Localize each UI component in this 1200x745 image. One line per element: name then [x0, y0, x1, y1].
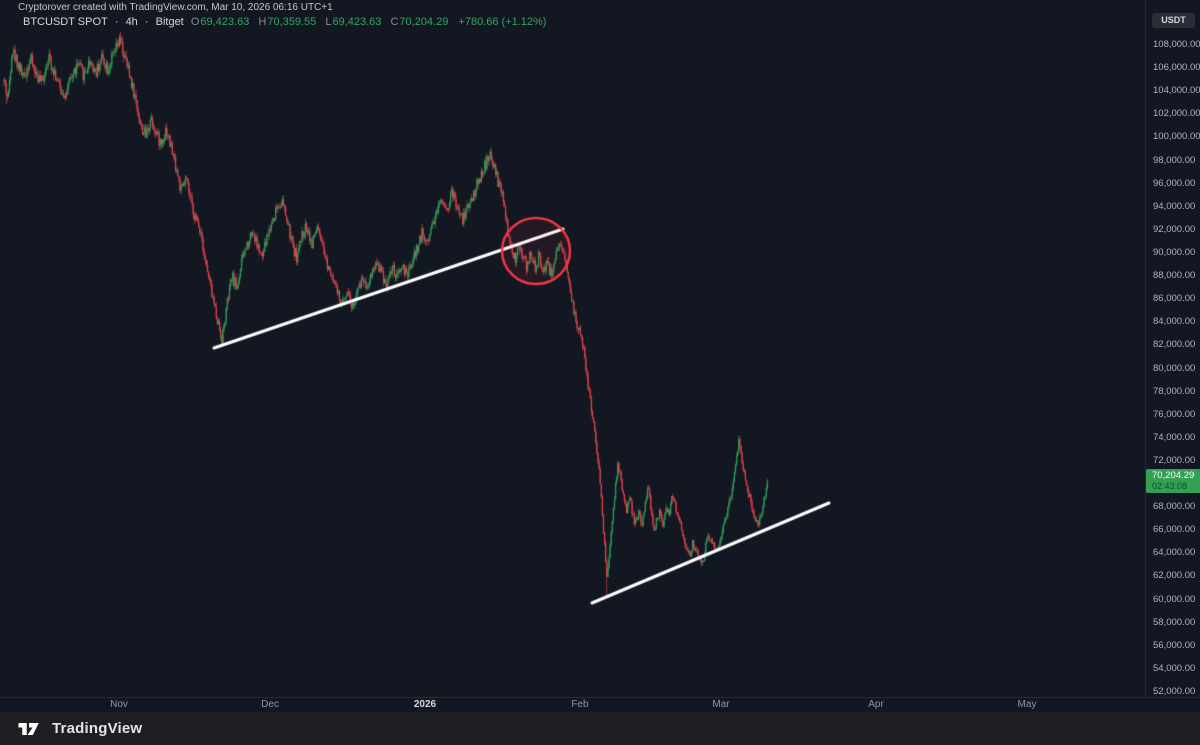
chart-plot-area[interactable]: Cryptorover created with TradingView.com… — [0, 0, 1145, 697]
open-value: 69,423.63 — [200, 16, 250, 28]
low-label: L — [325, 16, 332, 28]
price-axis-label: 100,000.00 — [1153, 131, 1200, 143]
close-label: C — [390, 16, 399, 28]
tradingview-logo[interactable]: TradingView — [17, 720, 142, 737]
symbol-name: BTCUSDT SPOT — [23, 16, 108, 28]
price-axis-label: 96,000.00 — [1153, 177, 1196, 189]
time-axis-label: Feb — [571, 699, 589, 710]
price-axis-label: 108,000.00 — [1153, 39, 1200, 50]
price-axis-label: 78,000.00 — [1153, 385, 1196, 397]
price-axis-label: 76,000.00 — [1153, 408, 1196, 420]
legend-separator: · — [114, 16, 119, 28]
price-axis-label: 82,000.00 — [1153, 339, 1196, 351]
price-axis-label: 60,000.00 — [1153, 593, 1196, 605]
price-axis-label: 68,000.00 — [1153, 501, 1196, 513]
price-axis-label: 98,000.00 — [1153, 154, 1196, 166]
time-axis-label: Apr — [868, 699, 884, 710]
time-axis-label: May — [1017, 699, 1037, 710]
price-axis[interactable]: USDT 108,000.00 106,000.00 104,000.00 102,0… — [1145, 0, 1200, 697]
price-axis-label: 72,000.00 — [1153, 454, 1196, 466]
candlestick-canvas — [0, 0, 1145, 697]
bar-countdown: 02:43:08 — [1152, 480, 1188, 491]
close-value: 70,204.29 — [399, 16, 449, 28]
price-axis-label: 52,000.00 — [1153, 686, 1196, 697]
price-axis-label: 56,000.00 — [1153, 639, 1196, 651]
price-axis-label: 88,000.00 — [1153, 270, 1196, 282]
price-axis-label: 104,000.00 — [1153, 85, 1200, 97]
open-label: O — [190, 16, 200, 28]
price-axis-label: 74,000.00 — [1153, 431, 1196, 443]
last-price-value: 70,204.29 — [1152, 469, 1195, 481]
price-axis-label: 66,000.00 — [1153, 524, 1196, 536]
exchange-label: Bitget — [155, 16, 184, 28]
time-axis-label: Nov — [110, 699, 128, 710]
time-axis-label: 2026 — [413, 699, 437, 710]
tradingview-logo-icon — [18, 722, 39, 735]
price-axis-label: 90,000.00 — [1153, 246, 1196, 258]
price-axis-label: 86,000.00 — [1153, 293, 1196, 305]
high-value: 70,359.55 — [267, 16, 317, 28]
price-axis-label: 80,000.00 — [1153, 362, 1196, 374]
price-axis-label: 64,000.00 — [1153, 547, 1196, 559]
price-axis-label: 54,000.00 — [1153, 662, 1196, 674]
low-value: 69,423.63 — [332, 16, 382, 28]
price-axis-label: 106,000.00 — [1153, 62, 1200, 74]
time-axis[interactable]: Nov Dec 2026 Feb Mar Apr May — [0, 697, 1200, 712]
price-axis-label: 62,000.00 — [1153, 570, 1196, 582]
change-value: +780.66 (+1.12%) — [458, 16, 547, 28]
legend-separator: · — [144, 16, 149, 28]
interval-label: 4h — [125, 16, 138, 28]
price-axis-label: 58,000.00 — [1153, 616, 1196, 628]
currency-unit-button[interactable]: USDT — [1152, 13, 1195, 28]
time-axis-label: Dec — [261, 699, 279, 710]
price-axis-label: 92,000.00 — [1153, 223, 1196, 235]
symbol-legend[interactable]: BTCUSDT SPOT · 4h · Bitget O69,423.63 H7… — [23, 16, 550, 28]
chart-attribution: Cryptorover created with TradingView.com… — [18, 2, 333, 13]
price-axis-label: 102,000.00 — [1153, 108, 1200, 120]
footer-bar: TradingView — [0, 712, 1200, 745]
high-label: H — [258, 16, 267, 28]
price-axis-label: 94,000.00 — [1153, 200, 1196, 212]
tradingview-brand-text: TradingView — [52, 720, 143, 737]
time-axis-label: Mar — [712, 699, 730, 710]
price-axis-label: 84,000.00 — [1153, 316, 1196, 328]
last-price-badge: 70,204.29 02:43:08 — [1146, 468, 1200, 493]
